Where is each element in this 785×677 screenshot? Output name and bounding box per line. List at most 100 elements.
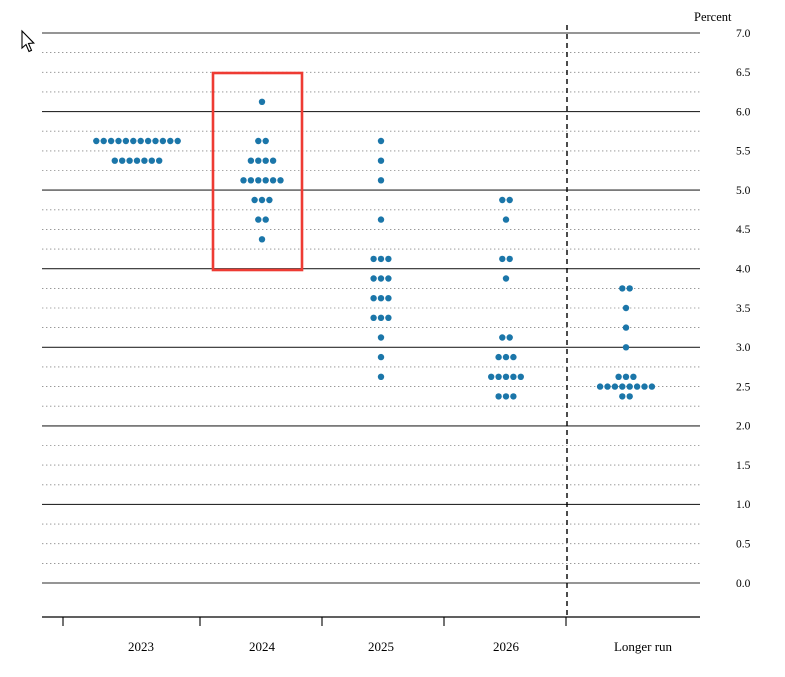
y-tick-label: 7.0: [736, 28, 751, 40]
projection-dot: [152, 137, 159, 145]
y-tick-label: 1.0: [736, 499, 751, 511]
projection-dot: [377, 334, 385, 341]
x-category-label: 2023: [128, 639, 154, 654]
projection-dot: [269, 157, 277, 164]
projection-dot: [385, 314, 392, 321]
y-axis-title: Percent: [694, 10, 732, 24]
projection-dot: [619, 285, 626, 292]
projection-dot: [377, 314, 385, 321]
projection-dot: [247, 157, 255, 164]
projection-dot: [510, 373, 517, 380]
projection-dot: [167, 137, 174, 145]
projection-dot: [115, 137, 122, 145]
projection-dot: [385, 255, 392, 263]
projection-dot: [370, 275, 377, 282]
projection-dot: [126, 157, 133, 164]
projection-dot: [502, 353, 510, 361]
projection-dot: [107, 137, 115, 145]
projection-dot: [622, 373, 630, 380]
projection-dot: [495, 353, 502, 361]
projection-dot: [277, 177, 284, 184]
projection-dot: [269, 177, 277, 184]
y-tick-label: 3.0: [736, 342, 751, 354]
projection-dot: [510, 393, 517, 400]
projection-dot: [130, 137, 137, 145]
x-category-label: 2025: [368, 639, 394, 654]
projection-dot: [495, 373, 502, 380]
projection-dot: [240, 177, 247, 184]
projection-dot: [499, 196, 506, 204]
projection-dot: [377, 255, 385, 263]
projection-dot: [615, 373, 622, 380]
projection-dot: [377, 295, 385, 302]
projection-dot: [506, 334, 513, 341]
projection-dot: [488, 373, 495, 380]
y-tick-label: 0.0: [736, 578, 751, 590]
projection-dot: [626, 383, 633, 390]
projection-dot: [385, 275, 392, 282]
x-category-label: 2026: [493, 639, 520, 654]
projection-dot: [370, 295, 377, 302]
projection-dot: [622, 344, 630, 351]
x-category-label: Longer run: [614, 639, 673, 654]
projection-dot: [633, 383, 641, 390]
projection-dot: [502, 373, 510, 380]
projection-dot: [626, 285, 633, 292]
projection-dot: [255, 137, 262, 145]
projection-dot: [495, 393, 502, 400]
y-tick-label: 2.0: [736, 421, 751, 433]
y-tick-label: 0.5: [736, 539, 751, 551]
y-tick-label: 2.5: [736, 381, 751, 393]
projection-dot: [133, 157, 141, 164]
projection-dot: [119, 157, 126, 164]
projection-dot: [502, 275, 510, 282]
projection-dot: [499, 334, 506, 341]
projection-dot: [255, 177, 262, 184]
projection-dot: [622, 324, 630, 331]
projection-dot: [100, 137, 107, 145]
projection-dot: [255, 216, 262, 223]
projection-dot: [122, 137, 130, 145]
projection-dot: [619, 383, 626, 390]
x-category-label: 2024: [249, 639, 276, 654]
y-tick-label: 1.5: [736, 460, 751, 472]
projection-dot: [377, 373, 385, 380]
y-tick-label: 6.0: [736, 106, 751, 118]
projection-dot: [258, 236, 266, 243]
mouse-cursor: [21, 29, 36, 53]
projection-dot: [262, 177, 269, 184]
projection-dot: [262, 137, 269, 145]
y-tick-label: 5.0: [736, 185, 751, 197]
projection-dot: [137, 137, 144, 145]
projection-dot: [258, 196, 266, 204]
projection-dot: [502, 216, 510, 223]
projection-dot: [262, 157, 269, 164]
projection-dot: [377, 275, 385, 282]
y-tick-label: 6.5: [736, 67, 751, 79]
projection-dot: [630, 373, 637, 380]
projection-dot: [159, 137, 167, 145]
projection-dot: [377, 177, 385, 184]
projection-dot: [141, 157, 148, 164]
projection-dot: [622, 304, 630, 312]
projection-dot: [262, 216, 269, 223]
highlight-box-2024: [211, 71, 304, 272]
projection-dot: [510, 353, 517, 361]
projection-dot: [156, 157, 163, 164]
projection-dot: [377, 157, 385, 164]
projection-dot: [251, 196, 258, 204]
projection-dot: [385, 295, 392, 302]
projection-dot: [255, 157, 262, 164]
projection-dot: [499, 255, 506, 263]
projection-dot: [502, 393, 510, 400]
projection-dot: [266, 196, 273, 204]
projection-dot: [370, 255, 377, 263]
projection-dot: [506, 196, 513, 204]
projection-dot: [611, 383, 619, 390]
projection-dot: [377, 353, 385, 361]
projection-dot: [148, 157, 155, 164]
projection-dot: [626, 393, 633, 400]
projection-dot: [604, 383, 611, 390]
